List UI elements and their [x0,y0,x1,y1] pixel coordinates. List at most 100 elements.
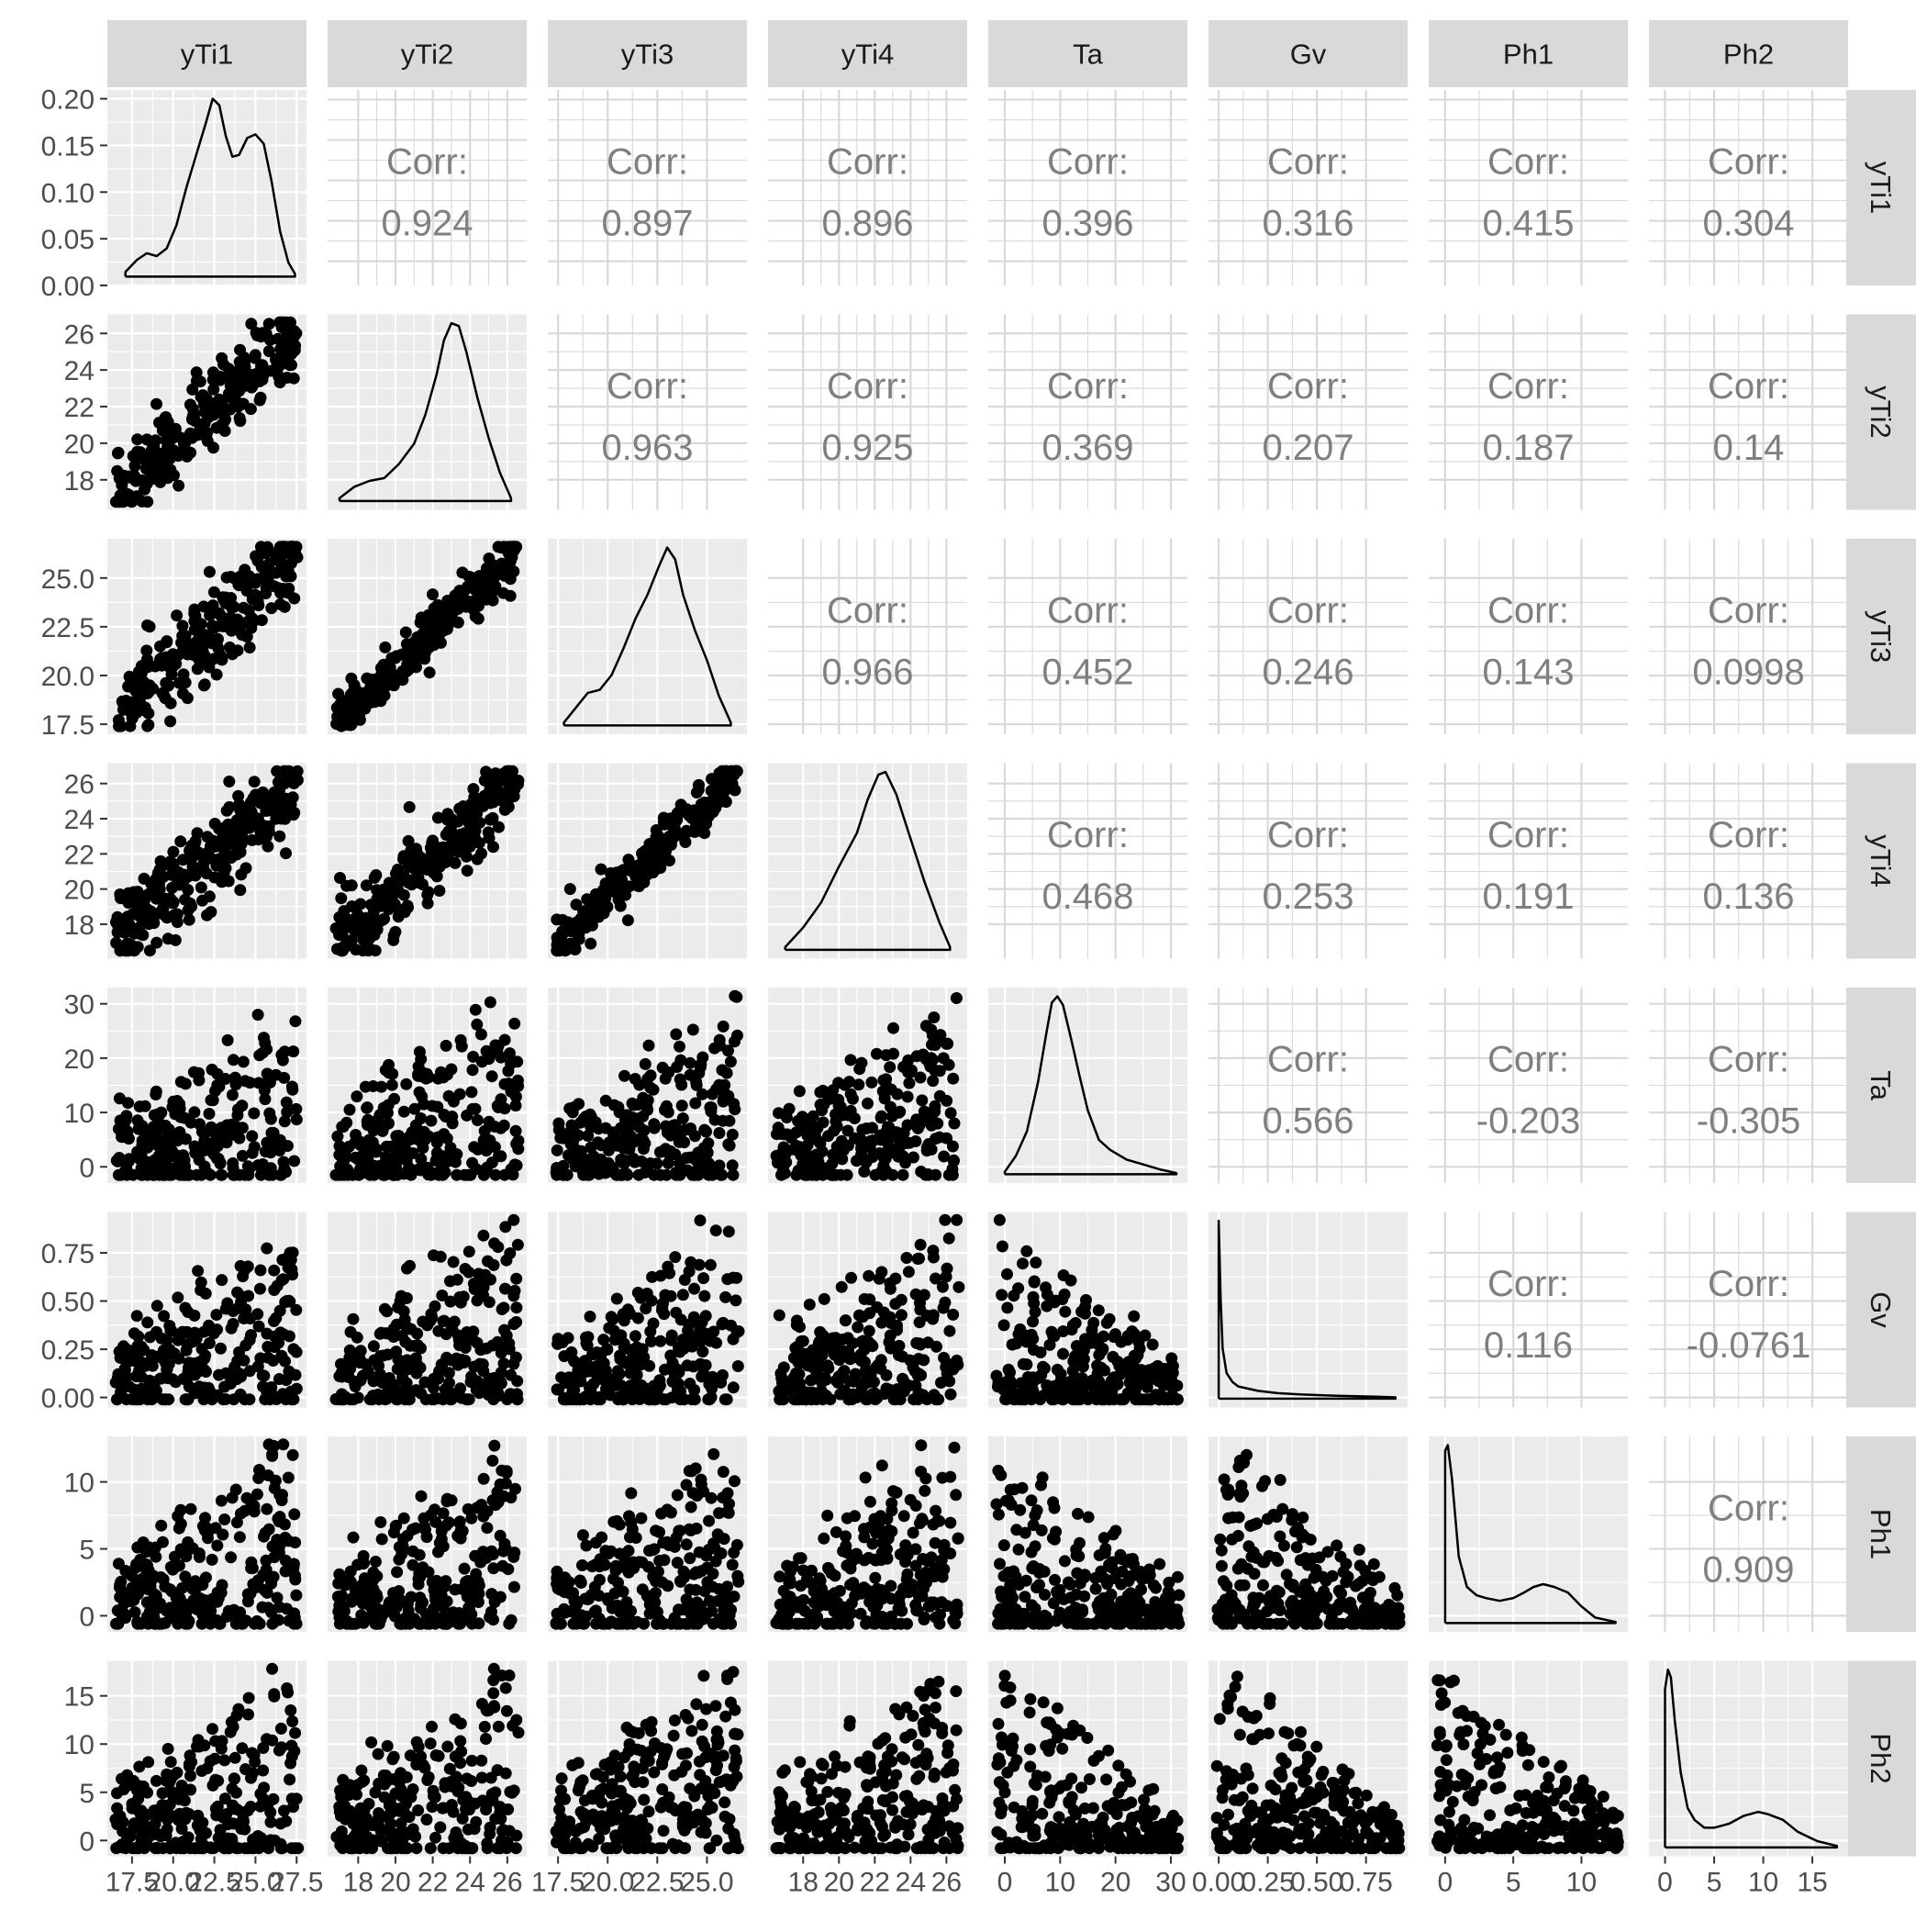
scatter-point [228,1054,239,1066]
scatter-point [392,1390,404,1402]
scatter-point [144,1331,156,1343]
scatter-point [137,911,149,923]
scatter-point [244,642,256,653]
scatter-point [1019,1393,1030,1405]
scatter-point [585,938,596,950]
corr-value: 0.116 [1484,1325,1573,1366]
scatter-point [216,1495,228,1507]
scatter-point [811,1372,823,1384]
panel-background [768,764,967,959]
scatter-point [178,439,190,451]
scatter-point [837,1334,849,1346]
scatter-point [629,1156,640,1168]
column-strip-label: yTi2 [401,39,453,71]
scatter-point [793,1381,805,1393]
scatter-point [628,1113,640,1125]
scatter-point [951,992,963,1004]
scatter-point [467,1064,479,1076]
scatter-point [214,853,226,865]
scatter-point [460,1263,472,1275]
scatter-point [938,1352,950,1364]
scatter-point [887,1022,899,1034]
scatter-point [574,1360,586,1372]
scatter-point [886,1169,898,1181]
scatter-point [417,878,429,890]
panel-Gv-yTi3 [548,1212,747,1408]
corr-label: Corr: [1708,366,1789,407]
scatter-point [268,1265,280,1277]
scatter-point [1079,1308,1091,1320]
scatter-point [258,1531,270,1543]
scatter-point [706,1101,718,1113]
scatter-point [280,1555,292,1567]
corr-label: Corr: [1487,1264,1569,1304]
scatter-point [775,1372,787,1384]
scatter-point [884,1061,896,1073]
scatter-point [471,1163,483,1175]
scatter-point [248,1108,260,1120]
scatter-point [163,1320,175,1332]
scatter-point [685,1393,697,1405]
scatter-point [729,1103,741,1115]
scatter-point [673,1342,685,1354]
scatter-point [388,1323,400,1335]
scatter-point [344,1104,356,1116]
scatter-point [502,1065,514,1077]
scatter-point [364,697,376,709]
scatter-point [658,812,670,824]
scatter-point [920,1020,932,1032]
scatter-point [559,1373,571,1385]
scatter-point [218,1513,230,1525]
scatter-point [635,1292,647,1304]
scatter-point [403,835,415,847]
corr-label: Corr: [1267,815,1349,855]
corr-label: Corr: [1047,591,1129,631]
scatter-point [1091,1359,1103,1371]
scatter-point [863,1270,874,1282]
scatter-point [948,1155,960,1167]
panel-Ta-yTi1 [107,988,306,1183]
scatter-point [885,1283,897,1295]
scatter-point [622,914,634,926]
panel-yTi3-yTi1 [107,539,306,734]
scatter-point [818,1116,830,1128]
scatter-point [472,1144,484,1156]
scatter-point [773,1107,785,1119]
scatter-point [794,1085,806,1097]
scatter-point [643,1040,655,1052]
scatter-point [599,895,611,907]
scatter-point [274,555,286,567]
scatter-point [902,1091,914,1103]
corr-label: Corr: [1708,142,1789,183]
column-strip-label: yTi3 [621,39,674,71]
scatter-point [432,812,444,824]
scatter-point [505,1369,517,1381]
scatter-point [503,558,515,570]
corr-label: Corr: [386,142,468,183]
corr-value: 0.897 [601,204,693,244]
scatter-point [335,1393,347,1405]
scatter-point [891,1324,903,1336]
scatter-point [684,1378,696,1390]
scatter-point [284,1330,295,1342]
scatter-point [510,1273,522,1285]
scatter-point [685,1256,696,1268]
scatter-point [1163,1374,1175,1386]
scatter-point [137,1169,149,1181]
scatter-point [239,356,251,368]
scatter-point [235,868,247,880]
scatter-point [689,1130,701,1142]
scatter-point [368,1340,380,1352]
scatter-point [706,1391,718,1403]
scatter-point [361,1358,373,1370]
scatter-point [658,1308,670,1320]
scatter-point [1158,1363,1170,1375]
row-strip-label: yTi2 [1865,385,1897,438]
scatter-point [195,375,206,387]
scatter-point [439,600,451,612]
scatter-point [253,375,265,387]
scatter-point [180,676,192,688]
scatter-point [559,944,571,956]
scatter-point [485,997,496,1009]
scatter-point [236,1618,248,1630]
